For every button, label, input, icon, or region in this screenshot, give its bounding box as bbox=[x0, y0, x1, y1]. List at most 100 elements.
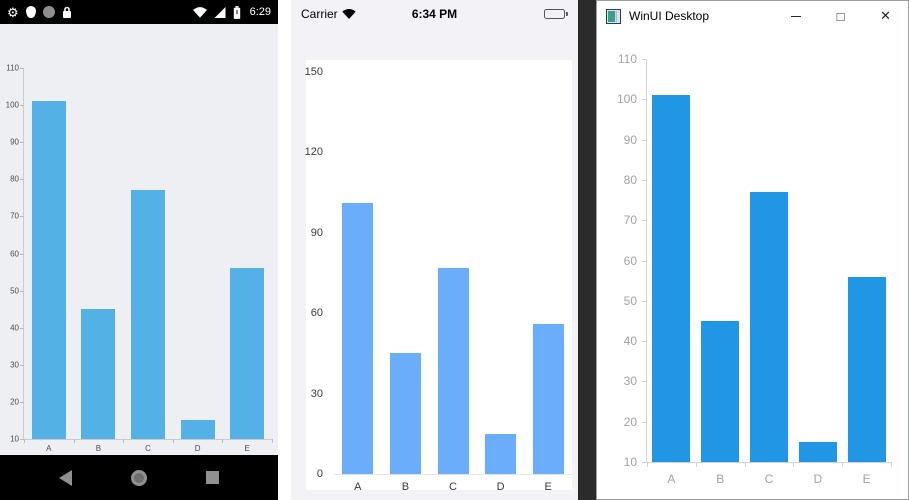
android-status-bar: ⚙ 6:29 bbox=[0, 0, 278, 24]
bar-B bbox=[81, 309, 116, 439]
ios-bar-chart: 0 30 60 90 120 150 A B C D E bbox=[305, 66, 572, 493]
y-tick-mark bbox=[642, 300, 647, 302]
x-axis-label: E bbox=[244, 444, 250, 453]
bar-A bbox=[342, 203, 374, 474]
y-tick-mark bbox=[20, 179, 24, 181]
shield-icon bbox=[25, 6, 36, 18]
lock-icon bbox=[62, 6, 71, 18]
y-axis-label: 0 bbox=[316, 468, 323, 480]
x-tick-mark bbox=[222, 439, 224, 443]
y-axis-label: 10 bbox=[623, 455, 637, 469]
back-button[interactable] bbox=[59, 469, 72, 486]
y-axis-label: 20 bbox=[10, 397, 19, 407]
wifi-icon bbox=[192, 6, 207, 18]
x-tick-mark bbox=[793, 462, 795, 467]
y-axis-label: 90 bbox=[623, 132, 637, 147]
x-tick-mark bbox=[647, 462, 648, 467]
y-tick-mark bbox=[642, 59, 647, 60]
x-tick-mark bbox=[24, 439, 25, 443]
x-axis-label: B bbox=[401, 481, 410, 493]
window-title: WinUI Desktop bbox=[629, 9, 710, 23]
y-tick-mark bbox=[642, 260, 647, 262]
y-axis-label: 30 bbox=[10, 360, 19, 370]
x-tick-mark bbox=[744, 462, 746, 467]
y-tick-mark bbox=[642, 462, 647, 463]
y-axis-label: 40 bbox=[623, 334, 637, 349]
battery-icon bbox=[544, 9, 568, 19]
y-axis-label: 100 bbox=[5, 100, 19, 110]
carrier-label: Carrier bbox=[301, 7, 356, 21]
y-axis-label: 70 bbox=[10, 211, 19, 221]
y-axis-label: 90 bbox=[10, 137, 19, 147]
android-bar-chart: 10 20 30 40 50 60 70 80 90 100 110 A B C D E bbox=[6, 64, 273, 453]
x-tick-mark bbox=[891, 462, 892, 467]
y-tick-mark bbox=[20, 68, 24, 69]
y-axis-label: 50 bbox=[10, 286, 19, 296]
bar-D bbox=[180, 420, 215, 439]
x-axis-label: C bbox=[764, 472, 774, 486]
bar-D bbox=[798, 441, 837, 462]
battery-icon bbox=[233, 5, 240, 19]
y-axis-label: 60 bbox=[10, 249, 19, 258]
y-tick-mark bbox=[642, 179, 647, 181]
x-axis-label: C bbox=[145, 444, 151, 453]
winui-bar-chart: 10 20 30 40 50 60 70 80 90 100 110 A B C D E bbox=[617, 52, 892, 486]
x-axis-label: D bbox=[813, 472, 823, 486]
y-axis-label: 50 bbox=[623, 293, 637, 308]
x-axis-label: E bbox=[544, 481, 552, 493]
y-axis-label: 100 bbox=[616, 92, 637, 107]
y-axis-label: 60 bbox=[623, 253, 637, 268]
winui-window: WinUI Desktop □ ✕ 10 20 30 40 50 60 70 80 90 100 1… bbox=[596, 0, 909, 500]
y-tick-mark bbox=[642, 341, 647, 343]
ios-screenshot: 6:34 PM Carrier 0 30 60 90 120 150 A B C D E bbox=[291, 0, 578, 500]
panel-divider bbox=[578, 0, 596, 500]
maximize-button[interactable]: □ bbox=[836, 8, 845, 24]
status-clock: 6:29 bbox=[249, 6, 271, 18]
status-clock: 6:34 PM bbox=[411, 7, 458, 21]
minimize-button[interactable] bbox=[773, 1, 818, 31]
ios-status-bar: 6:34 PM Carrier bbox=[291, 0, 578, 28]
y-axis-label: 80 bbox=[10, 174, 19, 184]
app-icon bbox=[606, 8, 621, 24]
y-tick-mark bbox=[20, 401, 24, 403]
y-axis-label: 80 bbox=[623, 172, 637, 187]
recents-button[interactable] bbox=[206, 471, 219, 484]
y-axis-label: 40 bbox=[10, 323, 19, 333]
android-nav-bar bbox=[0, 455, 278, 500]
x-tick-mark bbox=[73, 439, 75, 443]
bar-C bbox=[437, 267, 469, 474]
y-axis-label: 20 bbox=[623, 414, 637, 429]
bar-D bbox=[485, 433, 517, 474]
bar-E bbox=[847, 276, 886, 462]
android-chart-area: 10 20 30 40 50 60 70 80 90 100 110 A B C D E bbox=[0, 24, 278, 455]
y-tick-mark bbox=[20, 253, 24, 255]
bar-B bbox=[701, 320, 740, 462]
y-axis-label: 110 bbox=[6, 63, 19, 73]
close-button[interactable]: ✕ bbox=[880, 8, 891, 23]
cell-signal-icon bbox=[214, 6, 226, 18]
bar-A bbox=[31, 101, 66, 439]
x-axis-label: E bbox=[862, 472, 871, 486]
x-axis-label: D bbox=[496, 481, 505, 493]
y-tick-mark bbox=[20, 142, 24, 144]
minimize-icon bbox=[790, 15, 801, 17]
y-axis-label: 70 bbox=[623, 213, 637, 228]
x-axis-label: A bbox=[667, 472, 676, 486]
y-tick-mark bbox=[20, 290, 24, 292]
home-button[interactable] bbox=[131, 469, 147, 486]
android-screenshot: ⚙ 6:29 10 20 30 40 50 60 70 80 90 100 110 A B C D E bbox=[0, 0, 278, 500]
bar-E bbox=[230, 268, 265, 439]
y-tick-mark bbox=[20, 216, 24, 218]
y-tick-mark bbox=[642, 139, 647, 141]
x-tick-mark bbox=[695, 462, 697, 467]
x-axis-label: B bbox=[716, 472, 725, 486]
window-title-bar[interactable]: WinUI Desktop □ ✕ bbox=[597, 1, 908, 31]
y-axis-label: 60 bbox=[310, 307, 323, 320]
y-axis-label: 10 bbox=[10, 434, 19, 444]
y-axis-label: 150 bbox=[304, 66, 323, 78]
y-tick-mark bbox=[20, 439, 24, 440]
bar-C bbox=[131, 190, 165, 439]
circle-icon bbox=[42, 6, 55, 18]
y-axis-label: 120 bbox=[304, 146, 323, 159]
bar-B bbox=[389, 353, 421, 474]
